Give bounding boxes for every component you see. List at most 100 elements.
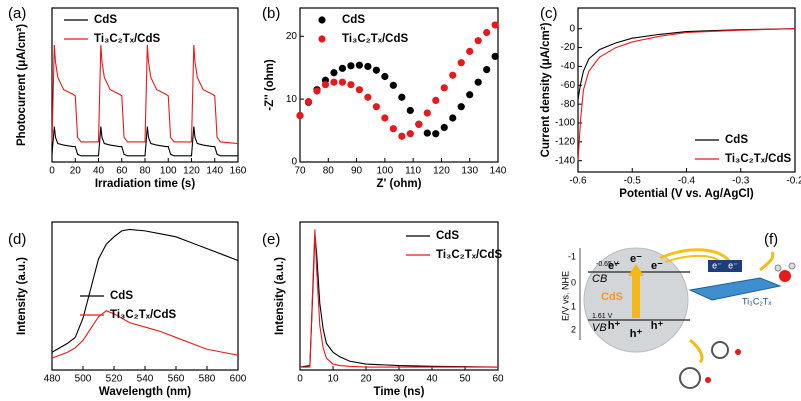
legend-label: Ti₃C₂Tₓ/CdS <box>94 33 161 45</box>
x-tick-label: 130 <box>461 166 478 177</box>
panel-label: (c) <box>540 5 558 22</box>
data-point <box>338 78 347 86</box>
molecule <box>774 264 782 272</box>
legend-label: CdS <box>725 134 748 146</box>
data-point <box>330 69 338 77</box>
panel-label: (e) <box>262 231 280 248</box>
data-point <box>415 120 423 128</box>
molecule <box>735 349 741 355</box>
x-tick-label: 30 <box>393 374 405 385</box>
x-tick-label: 580 <box>199 374 216 385</box>
cds-label: CdS <box>601 291 623 303</box>
x-axis-title: Z' (ohm) <box>377 178 422 190</box>
data-point <box>372 66 380 74</box>
electron-site <box>708 260 742 272</box>
data-point <box>483 28 491 37</box>
data-point <box>449 71 457 79</box>
excitation-arrow <box>628 264 644 318</box>
data-point <box>491 21 499 29</box>
x-tick-label: 80 <box>139 166 151 177</box>
x-tick-label: 480 <box>44 374 61 385</box>
y-tick-label: 10 <box>286 94 298 105</box>
panel-label: (f) <box>764 231 778 248</box>
data-point <box>457 103 465 111</box>
x-tick-label: 20 <box>360 374 372 385</box>
data-point <box>474 78 482 86</box>
electron: e⁻ <box>651 260 663 272</box>
legend-label: Ti₃C₂Tₓ/CdS <box>725 153 792 165</box>
x-tick-label: 20 <box>70 166 82 177</box>
y-axis-title: Photocurrent (μA/cm²) <box>16 24 28 146</box>
energy-tick: -1 <box>568 251 576 261</box>
data-point <box>338 64 347 72</box>
hole: h⁺ <box>608 320 621 332</box>
vb-potential: 1.61 V <box>592 313 613 320</box>
mechanism-diagram: (f) E/V vs. NHE -1 0 1 2 -0.65 V CB 1.61… <box>560 231 796 389</box>
data-point <box>389 125 397 133</box>
x-tick-label: 520 <box>106 374 123 385</box>
molecule <box>788 262 796 270</box>
legend-label: Ti₃C₂Tₓ/CdS <box>110 309 177 321</box>
data-point <box>398 132 406 140</box>
y-tick-label: -60 <box>561 80 576 91</box>
x-tick-label: 160 <box>230 166 247 177</box>
y-tick-label: -140 <box>555 155 575 166</box>
oxidation-arrow <box>689 338 704 364</box>
data-point <box>406 130 414 138</box>
data-point <box>398 93 406 101</box>
y-tick-label: -120 <box>555 136 575 147</box>
data-line <box>300 229 498 368</box>
legend-label: Ti₃C₂Tₓ/CdS <box>342 33 409 45</box>
x-tick-label: 50 <box>459 374 471 385</box>
x-axis-title: Irradiation time (s) <box>95 178 195 190</box>
x-axis-title: Wavelength (nm) <box>99 386 191 398</box>
x-tick-label: 120 <box>183 166 200 177</box>
hole: h⁺ <box>630 328 643 340</box>
x-tick-label: -0.6 <box>569 176 587 187</box>
data-point <box>466 47 474 55</box>
hole: h⁺ <box>651 320 664 332</box>
x-tick-label: 540 <box>137 374 154 385</box>
y-axis-title: Intensity (a.u.) <box>16 257 28 335</box>
molecule <box>705 377 711 383</box>
data-point <box>364 93 372 101</box>
data-point <box>355 61 363 69</box>
x-tick-label: 90 <box>351 166 363 177</box>
data-point <box>423 109 431 117</box>
x-tick-label: 70 <box>294 166 306 177</box>
panel-label: (b) <box>262 5 280 22</box>
energy-tick: 1 <box>571 301 576 311</box>
data-line <box>577 28 796 161</box>
data-point <box>466 91 474 99</box>
x-tick-label: -0.3 <box>732 176 750 187</box>
energy-tick: 0 <box>571 277 576 287</box>
data-point <box>483 66 491 74</box>
panel-label: (a) <box>8 5 26 22</box>
electron: e⁻ <box>608 260 620 272</box>
y-tick-label: -20 <box>561 42 576 53</box>
legend-marker <box>318 35 326 43</box>
data-point <box>449 114 457 122</box>
y-tick-label: 0 <box>569 23 575 34</box>
data-point <box>474 37 482 45</box>
y-tick-label: -40 <box>561 61 576 72</box>
data-point <box>389 81 397 89</box>
data-point <box>304 98 313 106</box>
data-point <box>457 59 465 67</box>
data-line <box>51 126 238 157</box>
data-point <box>491 52 499 61</box>
data-point <box>347 81 355 89</box>
x-tick-label: 500 <box>75 374 92 385</box>
data-line <box>51 228 239 353</box>
y-tick-label: 0 <box>291 157 297 168</box>
data-point <box>423 129 431 137</box>
electron: e⁻ <box>712 260 722 270</box>
x-tick-label: 0 <box>297 374 303 385</box>
electron: e⁻ <box>630 253 642 265</box>
x-tick-label: 140 <box>206 166 223 177</box>
x-tick-label: 120 <box>433 166 450 177</box>
x-tick-label: 100 <box>160 166 177 177</box>
energy-tick: 2 <box>571 324 576 334</box>
x-axis-title: Time (ns) <box>374 386 425 398</box>
